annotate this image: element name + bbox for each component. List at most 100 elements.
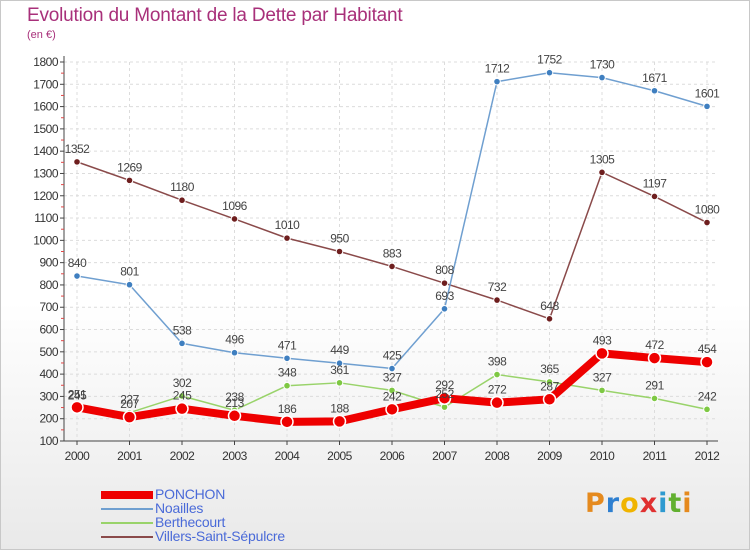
data-label: 496 xyxy=(225,333,244,347)
data-label: 292 xyxy=(435,378,454,392)
data-point xyxy=(125,176,134,185)
data-label: 327 xyxy=(383,370,402,384)
data-label: 454 xyxy=(698,342,717,356)
data-point xyxy=(650,394,659,403)
data-label: 693 xyxy=(435,289,454,303)
data-label: 1080 xyxy=(695,203,721,217)
data-point xyxy=(122,410,137,424)
data-label: 648 xyxy=(540,299,559,313)
data-point xyxy=(545,315,554,323)
data-label: 883 xyxy=(383,246,402,260)
data-label: 291 xyxy=(645,378,664,392)
y-tick-label: 100 xyxy=(39,434,58,448)
y-tick-label: 1400 xyxy=(33,144,59,158)
y-tick-label: 1500 xyxy=(33,122,59,136)
data-label: 348 xyxy=(278,366,297,380)
data-point xyxy=(595,346,609,361)
data-point xyxy=(73,158,81,166)
data-label: 272 xyxy=(488,383,507,397)
legend-swatch xyxy=(101,491,153,499)
x-tick-label: 2001 xyxy=(117,449,143,463)
data-label: 251 xyxy=(68,387,87,401)
data-point xyxy=(493,77,501,86)
data-label: 302 xyxy=(173,376,192,390)
y-tick-label: 1000 xyxy=(33,233,59,247)
data-label: 1601 xyxy=(695,86,721,100)
data-label: 808 xyxy=(435,263,454,277)
data-label: 471 xyxy=(278,338,297,352)
legend-swatch xyxy=(101,522,153,524)
data-point xyxy=(440,279,449,287)
y-tick-label: 300 xyxy=(39,389,58,403)
data-point xyxy=(70,400,84,415)
y-tick-label: 1300 xyxy=(33,166,59,180)
x-tick-label: 2002 xyxy=(170,449,196,463)
data-label: 425 xyxy=(383,349,402,363)
data-label: 1269 xyxy=(117,160,143,174)
data-label: 213 xyxy=(225,396,244,410)
data-label: 1752 xyxy=(537,53,563,67)
x-tick-label: 2010 xyxy=(590,449,616,463)
data-label: 538 xyxy=(173,323,192,337)
data-label: 188 xyxy=(330,401,349,415)
x-tick-label: 2006 xyxy=(380,449,406,463)
y-tick-label: 1700 xyxy=(33,77,59,91)
logo-letter: P xyxy=(585,488,606,519)
y-tick-label: 1200 xyxy=(33,189,59,203)
data-point xyxy=(703,102,711,111)
chart-title: Evolution du Montant de la Dette par Hab… xyxy=(27,5,403,26)
data-point xyxy=(178,339,186,348)
x-tick-label: 2008 xyxy=(485,449,511,463)
data-label: 1010 xyxy=(275,218,301,232)
data-point xyxy=(335,359,344,367)
data-point xyxy=(440,304,449,313)
data-point xyxy=(650,192,659,201)
data-label: 1180 xyxy=(170,180,195,194)
legend-label: PONCHON xyxy=(155,486,226,502)
data-point xyxy=(335,379,344,387)
y-tick-label: 1800 xyxy=(33,55,59,69)
data-label: 207 xyxy=(120,397,139,411)
data-label: 287 xyxy=(540,379,559,393)
data-point xyxy=(598,73,606,82)
data-point xyxy=(490,395,504,410)
data-point xyxy=(700,355,714,369)
y-tick-label: 1600 xyxy=(33,100,59,114)
data-point xyxy=(283,354,291,363)
data-point xyxy=(493,370,501,379)
proxiti-logo: Proxiti xyxy=(585,488,693,519)
y-tick-label: 500 xyxy=(39,345,58,359)
logo-letter: x xyxy=(639,488,659,519)
data-label: 1730 xyxy=(590,58,616,72)
data-label: 252 xyxy=(435,387,454,401)
data-label: 361 xyxy=(330,363,349,377)
data-point xyxy=(332,414,347,429)
data-point xyxy=(545,68,554,77)
logo-letter: r xyxy=(605,488,621,519)
x-tick-label: 2007 xyxy=(432,449,458,463)
data-point xyxy=(283,234,291,242)
y-tick-label: 800 xyxy=(39,278,58,292)
data-label: 472 xyxy=(645,338,664,352)
data-label: 365 xyxy=(540,362,559,376)
data-point xyxy=(703,405,711,414)
data-label: 1671 xyxy=(642,71,668,85)
data-point xyxy=(388,386,396,395)
data-point xyxy=(703,218,711,227)
data-label: 1305 xyxy=(590,152,616,166)
legend-label: Noailles xyxy=(155,500,204,516)
logo-letter: t xyxy=(668,488,683,519)
data-label: 1197 xyxy=(643,176,668,190)
x-tick-label: 2003 xyxy=(222,449,248,463)
logo-letter: i xyxy=(658,488,669,519)
data-label: 840 xyxy=(68,256,87,270)
data-point xyxy=(283,381,291,390)
y-tick-label: 700 xyxy=(39,300,58,314)
data-point xyxy=(175,401,189,416)
x-tick-label: 2011 xyxy=(643,449,668,463)
y-tick-label: 600 xyxy=(39,323,58,337)
data-label: 242 xyxy=(698,389,717,403)
data-label: 242 xyxy=(383,389,402,403)
